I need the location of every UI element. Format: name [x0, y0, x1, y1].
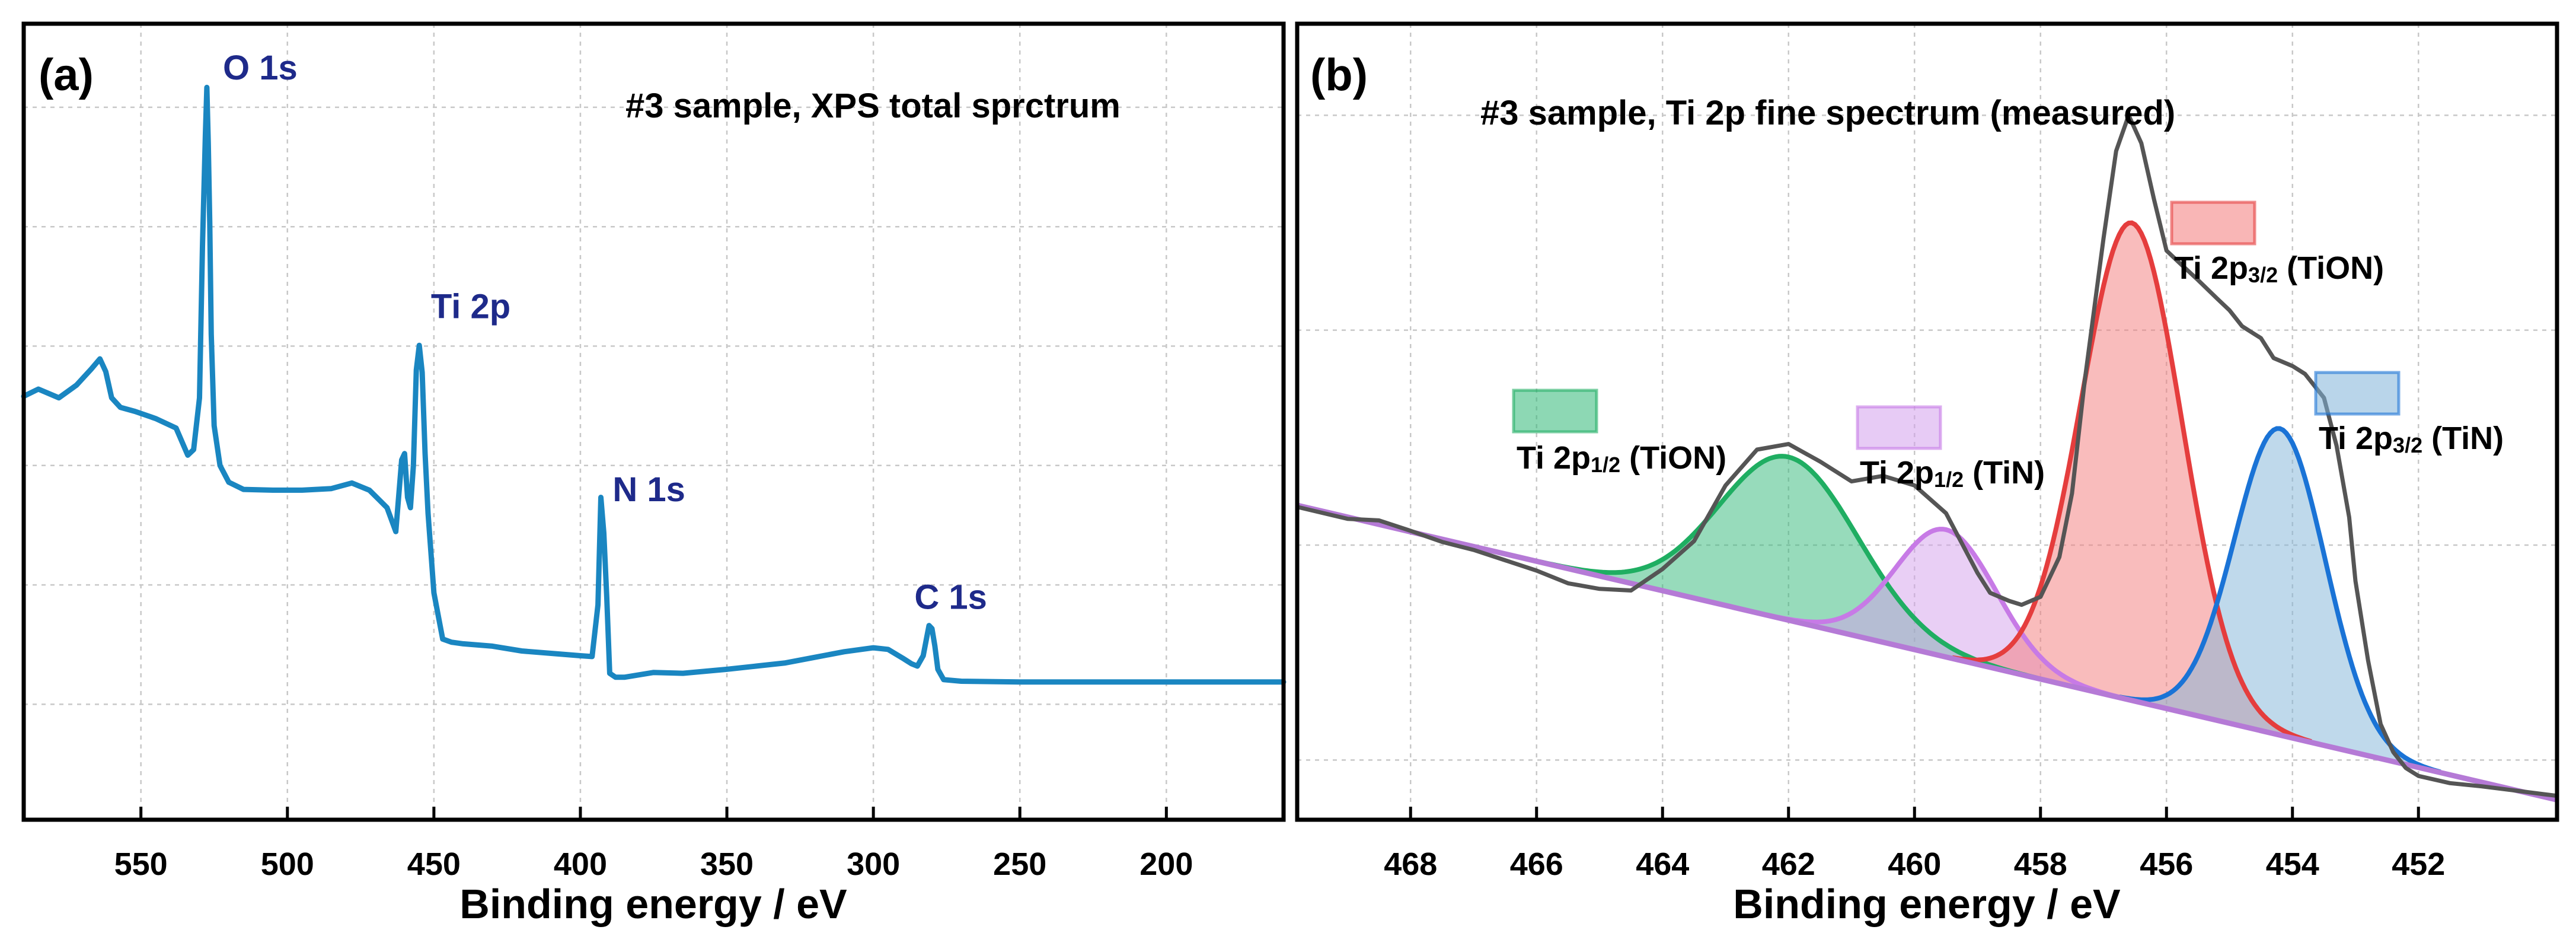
- panel-a-frame: [21, 21, 1286, 822]
- legend-label: Ti 2p1/2 (TiN): [1860, 455, 2045, 492]
- legend-swatch: [1512, 389, 1598, 434]
- panel-a-label: (a): [39, 50, 94, 100]
- x-tick-label: 450: [407, 846, 461, 882]
- component-line: [1539, 454, 2038, 681]
- x-tick-label: 458: [2014, 846, 2067, 882]
- legend-swatch: [2314, 371, 2401, 416]
- panel-b-x-axis-label: Binding energy / eV: [1733, 881, 2121, 927]
- xps-total-spectrum-line: [21, 84, 1287, 685]
- x-tick-label: 200: [1139, 846, 1193, 882]
- x-tick-label: 400: [554, 846, 607, 882]
- panel-a-peak-labels: O 1s Ti 2p N 1s C 1s: [223, 49, 987, 616]
- legend-swatch: [2170, 200, 2256, 246]
- panel-a-xps-total-spectrum: 550 500 450 400 350 300 250 200 O 1s Ti 2p N 1s C …: [21, 21, 1287, 927]
- x-tick-label: 468: [1384, 846, 1437, 882]
- x-tick-label: 350: [700, 846, 754, 882]
- peak-label: N 1s: [612, 470, 685, 509]
- panel-b-grid: [1297, 24, 2557, 820]
- legend-label: Ti 2p1/2 (TiON): [1517, 440, 1726, 477]
- background-line: [1296, 502, 2558, 803]
- panel-a-x-axis-label: Binding energy / eV: [459, 881, 847, 927]
- legend-label: Ti 2p3/2 (TiON): [2174, 250, 2384, 287]
- component-line: [1952, 220, 2312, 744]
- panel-b-title: #3 sample, Ti 2p fine spectrum (measured…: [1480, 94, 2175, 132]
- x-tick-label: 454: [2266, 846, 2319, 882]
- measured-spectrum-line: [1297, 113, 2558, 798]
- peak-label: O 1s: [223, 49, 298, 87]
- panel-b-label: (b): [1310, 50, 1368, 100]
- x-tick-label: 460: [1888, 846, 1941, 882]
- panel-a-x-ticks: 550 500 450 400 350 300 250 200: [114, 807, 1193, 882]
- x-tick-label: 466: [1510, 846, 1563, 882]
- x-tick-label: 464: [1636, 846, 1689, 882]
- x-tick-label: 300: [847, 846, 900, 882]
- x-tick-label: 452: [2392, 846, 2445, 882]
- panel-a-grid: [24, 24, 1284, 820]
- panel-b-x-ticks: 468 466 464 462 460 458 456 454 452: [1384, 807, 2445, 882]
- component-fill: [1297, 428, 2557, 800]
- component-line: [1766, 527, 2127, 701]
- panel-b-legend: Ti 2p1/2 (TiON) Ti 2p1/2 (TiN) Ti 2p3/2 (T…: [1512, 200, 2504, 492]
- x-tick-label: 250: [993, 846, 1046, 882]
- panel-b-ti2p-fine-spectrum: 468 466 464 462 460 458 456 454 452 Ti 2p1/2 (Ti…: [1295, 21, 2559, 927]
- legend-label: Ti 2p3/2 (TiN): [2319, 421, 2504, 457]
- x-tick-label: 500: [261, 846, 314, 882]
- x-tick-label: 456: [2140, 846, 2193, 882]
- legend-swatch: [1856, 405, 1942, 450]
- peak-label: Ti 2p: [431, 288, 510, 326]
- peak-label: C 1s: [914, 578, 987, 616]
- panel-b-frame: [1295, 21, 2559, 822]
- x-tick-label: 462: [1762, 846, 1815, 882]
- x-tick-label: 550: [114, 846, 168, 882]
- panel-a-title: #3 sample, XPS total sprctrum: [625, 87, 1121, 125]
